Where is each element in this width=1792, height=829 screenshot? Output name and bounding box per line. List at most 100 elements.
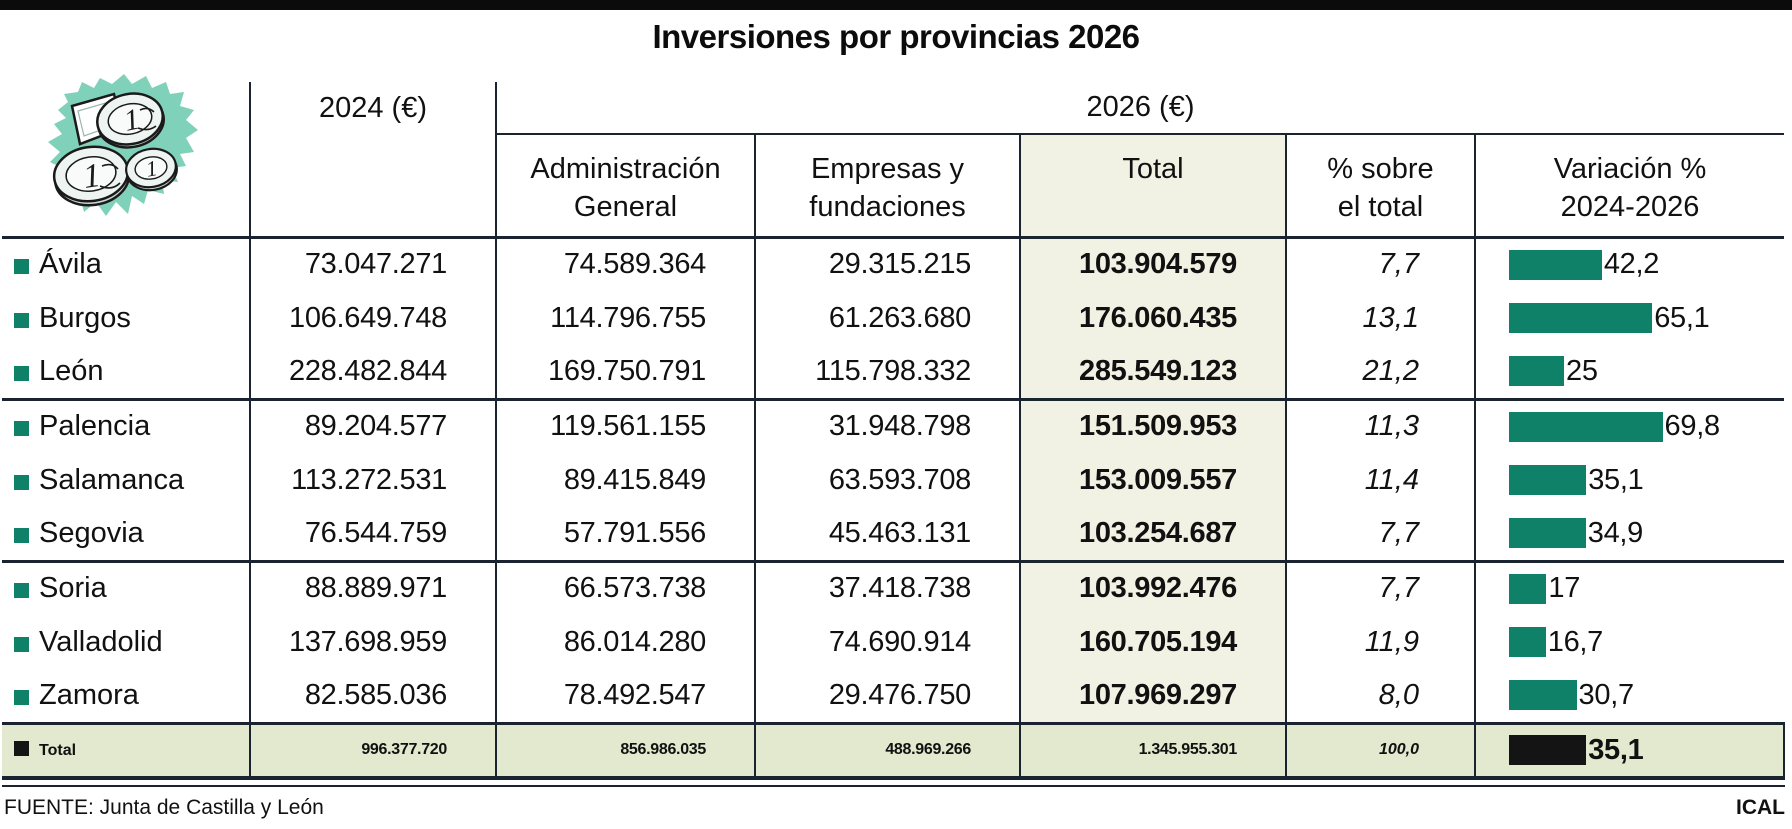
cell-administracion: 74.589.364 (496, 237, 756, 291)
cell-variation: 65,1 (1475, 291, 1784, 345)
total-row: Total 996.377.720 856.986.035 488.969.26… (2, 721, 1785, 780)
cell-variation: 16,7 (1475, 615, 1784, 669)
cell-2024: 76.544.759 (250, 507, 497, 563)
cell-pct: 7,7 (1286, 237, 1476, 291)
cell-2024: 113.272.531 (250, 453, 497, 507)
cell-empresas: 29.315.215 (755, 237, 1021, 291)
variation-bar (1509, 680, 1577, 711)
green-square-bullet-icon (14, 421, 29, 437)
cell-empresas: 37.418.738 (755, 561, 1021, 615)
cell-total: 160.705.194 (1020, 615, 1287, 669)
cell-variation: 35,1 (1475, 453, 1784, 507)
cell-administracion: 89.415.849 (496, 453, 756, 507)
col-header-empresas-fundaciones: Empresas y fundaciones (754, 134, 1020, 239)
cell-total: 103.254.687 (1020, 507, 1287, 563)
source-credit: FUENTE: Junta de Castilla y León (4, 796, 324, 819)
cell-variation: 34,9 (1475, 507, 1784, 563)
green-square-bullet-icon (14, 312, 29, 328)
variation-bar (1509, 627, 1546, 657)
cell-administracion: 119.561.155 (496, 399, 756, 453)
province-cell: Ávila (2, 237, 251, 291)
total-variation-cell: 35,1 (1475, 721, 1785, 780)
province-cell: Soria (2, 561, 251, 615)
investment-table: 1 1 (2, 74, 1785, 780)
cell-empresas: 115.798.332 (755, 345, 1021, 401)
variation-bar (1509, 573, 1547, 604)
cell-variation: 17 (1475, 561, 1784, 615)
cell-variation: 69,8 (1475, 399, 1784, 453)
green-square-bullet-icon (14, 636, 29, 652)
top-black-bar (0, 0, 1792, 10)
castilla-leon-map-coins-icon: 1 1 (48, 74, 198, 216)
province-cell: Burgos (2, 291, 251, 345)
table-row: Soria 88.889.971 66.573.738 37.418.738 1… (2, 561, 1784, 615)
cell-administracion: 86.014.280 (496, 615, 756, 669)
variation-bar (1509, 411, 1663, 442)
green-square-bullet-icon (14, 365, 29, 381)
cell-2024: 88.889.971 (250, 561, 497, 615)
col-header-total: Total (1019, 134, 1286, 239)
province-cell: León (2, 345, 251, 401)
cell-administracion: 78.492.547 (496, 669, 756, 723)
variation-bar (1509, 518, 1586, 549)
total-label-cell: Total (2, 721, 251, 780)
black-square-bullet-icon (14, 741, 29, 757)
col-header-2026: 2026 (€) (496, 82, 1784, 135)
table-row: Salamanca 113.272.531 89.415.849 63.593.… (2, 453, 1784, 507)
col-header-2024: 2024 (€) (250, 82, 497, 239)
cell-total: 153.009.557 (1020, 453, 1287, 507)
cell-pct: 8,0 (1286, 669, 1476, 723)
total-admin-cell: 856.986.035 (496, 721, 756, 780)
cell-2024: 106.649.748 (250, 291, 497, 345)
col-header-pct-sobre-total: % sobre el total (1285, 134, 1475, 239)
agency-credit: ICAL (1736, 796, 1785, 819)
euro-coin-icon: 1 (52, 145, 131, 207)
variation-bar (1509, 465, 1587, 495)
table-row: Valladolid 137.698.959 86.014.280 74.690… (2, 615, 1784, 669)
variation-bar (1509, 249, 1602, 280)
province-cell: Palencia (2, 399, 251, 453)
province-cell: Salamanca (2, 453, 251, 507)
cell-2024: 228.482.844 (250, 345, 497, 401)
cell-2024: 137.698.959 (250, 615, 497, 669)
province-cell: Segovia (2, 507, 251, 563)
table-row: Palencia 89.204.577 119.561.155 31.948.7… (2, 399, 1784, 453)
green-square-bullet-icon (14, 474, 29, 490)
cell-pct: 7,7 (1286, 507, 1476, 563)
total-variation-bar (1509, 735, 1587, 766)
cell-pct: 11,9 (1286, 615, 1476, 669)
svg-text:1: 1 (81, 157, 103, 196)
cell-total: 107.969.297 (1020, 669, 1287, 723)
cell-empresas: 61.263.680 (755, 291, 1021, 345)
total-pct-cell: 100,0 (1286, 721, 1476, 780)
cell-2024: 73.047.271 (250, 237, 497, 291)
cell-variation: 25 (1475, 345, 1784, 401)
total-total-cell: 1.345.955.301 (1020, 721, 1287, 780)
green-square-bullet-icon (14, 527, 29, 543)
cell-2024: 89.204.577 (250, 399, 497, 453)
cell-administracion: 66.573.738 (496, 561, 756, 615)
cell-pct: 11,3 (1286, 399, 1476, 453)
variation-bar (1509, 303, 1653, 333)
variation-bar (1509, 356, 1564, 387)
col-header-variacion: Variación % 2024-2026 (1474, 134, 1784, 239)
svg-text:1: 1 (121, 102, 143, 137)
cell-pct: 11,4 (1286, 453, 1476, 507)
cell-pct: 7,7 (1286, 561, 1476, 615)
cell-variation: 42,2 (1475, 237, 1784, 291)
cell-empresas: 63.593.708 (755, 453, 1021, 507)
table-row: Segovia 76.544.759 57.791.556 45.463.131… (2, 507, 1784, 563)
table-row: Zamora 82.585.036 78.492.547 29.476.750 … (2, 669, 1784, 723)
cell-empresas: 45.463.131 (755, 507, 1021, 563)
cell-total: 103.904.579 (1020, 237, 1287, 291)
cell-administracion: 114.796.755 (496, 291, 756, 345)
cell-total: 103.992.476 (1020, 561, 1287, 615)
cell-empresas: 29.476.750 (755, 669, 1021, 723)
cell-2024: 82.585.036 (250, 669, 497, 723)
green-square-bullet-icon (14, 689, 29, 705)
cell-administracion: 169.750.791 (496, 345, 756, 401)
table-row: León 228.482.844 169.750.791 115.798.332… (2, 345, 1784, 401)
cell-pct: 13,1 (1286, 291, 1476, 345)
corner-cell: 1 1 (2, 74, 251, 239)
cell-empresas: 31.948.798 (755, 399, 1021, 453)
